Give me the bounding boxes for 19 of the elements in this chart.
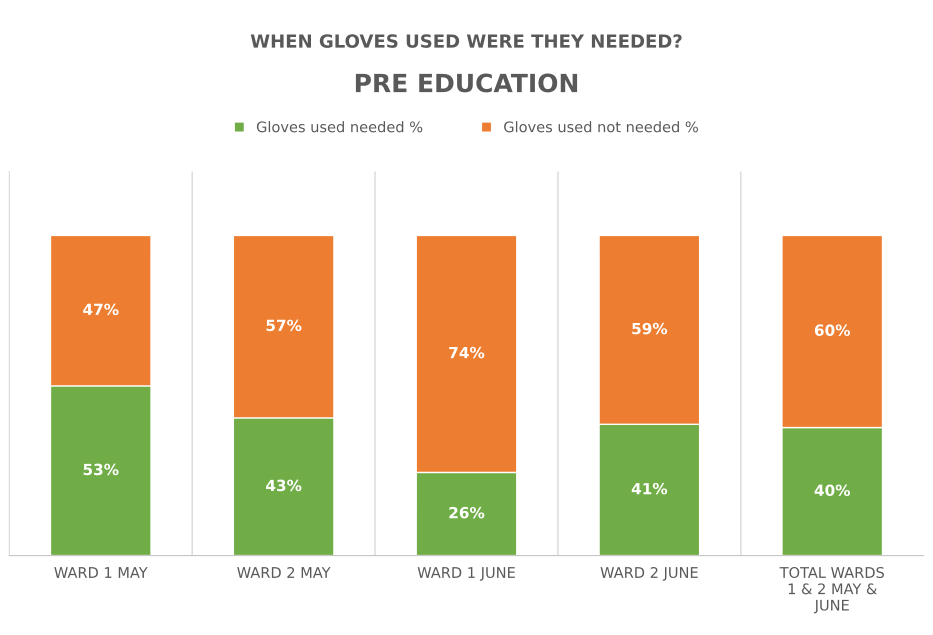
x-tick-label: WARD 1 JUNE <box>418 567 515 581</box>
legend-label: Gloves used needed % <box>256 121 422 132</box>
legend-label: Gloves used not needed % <box>504 121 698 132</box>
data-label: 43% <box>266 480 302 492</box>
data-label: 26% <box>449 506 484 518</box>
x-tick-label: WARD 2 MAY <box>237 566 331 578</box>
data-label: 53% <box>84 464 119 476</box>
data-label: 40% <box>814 484 850 496</box>
data-label: 57% <box>266 320 302 332</box>
data-label: 74% <box>449 346 484 358</box>
data-label: 47% <box>83 304 119 316</box>
data-label: 60% <box>814 324 850 336</box>
x-tick-label: TOTAL WARDS 1 & 2 MAY & JUNE <box>780 566 884 614</box>
data-label: 41% <box>632 482 668 494</box>
x-tick-label: WARD 2 JUNE <box>600 566 698 581</box>
x-tick-label: WARD 1 MAY <box>54 567 148 578</box>
chart-title: WHEN GLOVES USED WERE THEY NEEDED? <box>250 34 682 48</box>
chart-subtitle: PRE EDUCATION <box>356 74 578 92</box>
data-label: 59% <box>632 322 668 334</box>
